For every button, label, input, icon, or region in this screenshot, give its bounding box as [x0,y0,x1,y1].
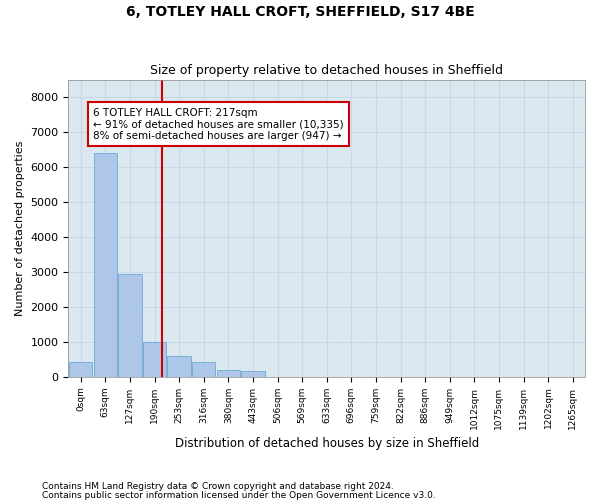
Bar [217,370,240,377]
X-axis label: Distribution of detached houses by size in Sheffield: Distribution of detached houses by size … [175,437,479,450]
Text: 6 TOTLEY HALL CROFT: 217sqm
← 91% of detached houses are smaller (10,335)
8% of : 6 TOTLEY HALL CROFT: 217sqm ← 91% of det… [93,108,344,140]
Y-axis label: Number of detached properties: Number of detached properties [15,140,25,316]
Bar [69,362,92,377]
Text: 6, TOTLEY HALL CROFT, SHEFFIELD, S17 4BE: 6, TOTLEY HALL CROFT, SHEFFIELD, S17 4BE [125,5,475,19]
Text: Contains public sector information licensed under the Open Government Licence v3: Contains public sector information licen… [42,490,436,500]
Bar [118,274,142,377]
Title: Size of property relative to detached houses in Sheffield: Size of property relative to detached ho… [150,64,503,77]
Bar [94,153,117,377]
Bar [241,371,265,377]
Bar [192,362,215,377]
Bar [143,342,166,377]
Bar [167,356,191,377]
Text: Contains HM Land Registry data © Crown copyright and database right 2024.: Contains HM Land Registry data © Crown c… [42,482,394,491]
